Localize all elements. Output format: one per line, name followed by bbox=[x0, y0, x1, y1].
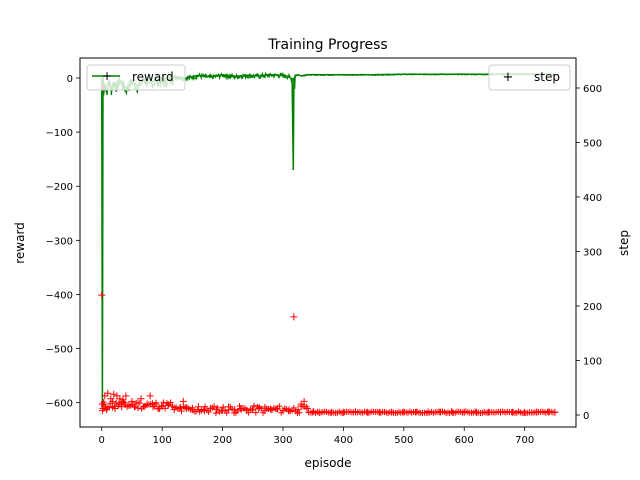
step-point-band bbox=[249, 406, 256, 413]
right-y-tick-label: 500 bbox=[583, 138, 602, 149]
step-point-band bbox=[153, 399, 160, 406]
step-point-band bbox=[260, 409, 267, 416]
left-y-tick-label: −600 bbox=[46, 399, 73, 410]
step-point bbox=[122, 392, 130, 400]
x-tick-label: 500 bbox=[394, 435, 413, 446]
left-y-tick-label: −300 bbox=[46, 236, 73, 247]
x-axis-label: episode bbox=[305, 456, 352, 470]
step-point-band bbox=[178, 408, 185, 415]
step-point-band bbox=[251, 402, 257, 409]
plot-frame bbox=[79, 57, 577, 428]
right-y-tick-label: 0 bbox=[583, 411, 589, 422]
right-y-tick-label: 600 bbox=[583, 84, 602, 95]
step-point-band bbox=[136, 400, 143, 407]
step-point bbox=[290, 313, 298, 321]
step-point-band bbox=[162, 405, 169, 412]
step-point-band bbox=[158, 402, 165, 409]
legend-reward-marker: + bbox=[102, 69, 112, 83]
x-axis: 0 100 200 300 400 500 600 700 bbox=[99, 427, 534, 446]
legend-step: + step bbox=[488, 64, 571, 91]
left-y-tick-label: −500 bbox=[46, 345, 73, 356]
x-tick-label: 600 bbox=[455, 435, 474, 446]
step-point bbox=[137, 395, 145, 403]
step-point-band bbox=[205, 409, 212, 415]
step-point bbox=[109, 397, 117, 405]
step-point-band bbox=[234, 408, 241, 414]
step-point-band bbox=[236, 403, 243, 409]
step-point-band bbox=[151, 403, 158, 410]
step-point-band bbox=[276, 403, 283, 410]
step-point-band bbox=[100, 399, 107, 406]
step-point-band bbox=[131, 404, 138, 411]
right-y-tick-label: 100 bbox=[583, 357, 602, 368]
legend-reward-label: reward bbox=[132, 70, 174, 84]
legend-reward: + reward bbox=[86, 64, 186, 91]
x-tick-label: 0 bbox=[99, 435, 105, 446]
left-y-axis-label: reward bbox=[13, 222, 27, 264]
x-tick-label: 300 bbox=[273, 435, 292, 446]
step-point-band bbox=[113, 399, 120, 406]
step-point-band bbox=[290, 404, 297, 411]
step-point-band bbox=[202, 403, 209, 410]
step-point bbox=[213, 406, 220, 414]
left-y-tick-label: 0 bbox=[67, 74, 73, 85]
right-y-axis: 0 100 200 300 400 500 600 bbox=[576, 84, 602, 422]
step-point bbox=[110, 390, 118, 398]
left-y-tick-label: −400 bbox=[46, 290, 73, 301]
right-y-tick-label: 300 bbox=[583, 247, 602, 258]
step-point bbox=[146, 392, 154, 400]
step-point-band bbox=[245, 409, 252, 416]
step-point-band bbox=[160, 399, 167, 406]
legend-step-marker: + bbox=[503, 70, 514, 85]
step-point-band bbox=[212, 410, 219, 417]
x-tick-label: 700 bbox=[515, 435, 534, 446]
step-point-band bbox=[258, 405, 265, 412]
left-y-tick-label: −200 bbox=[46, 182, 73, 193]
chart-title: Training Progress bbox=[267, 37, 387, 53]
step-point-band bbox=[107, 400, 114, 407]
x-tick-label: 200 bbox=[213, 435, 232, 446]
step-point-band bbox=[120, 398, 127, 405]
step-point-band bbox=[296, 409, 303, 416]
step-point bbox=[104, 389, 112, 397]
step-point-band bbox=[189, 404, 196, 411]
step-point bbox=[98, 291, 106, 299]
step-point-band bbox=[229, 406, 236, 412]
x-tick-label: 100 bbox=[153, 435, 172, 446]
legend-step-label: step bbox=[534, 70, 560, 84]
right-y-axis-label: step bbox=[617, 230, 631, 256]
step-point bbox=[300, 397, 308, 405]
step-point bbox=[116, 395, 124, 403]
right-y-tick-label: 400 bbox=[583, 193, 602, 204]
left-y-tick-label: −100 bbox=[46, 128, 73, 139]
x-tick-label: 400 bbox=[334, 435, 353, 446]
right-y-tick-label: 200 bbox=[583, 302, 602, 313]
left-y-axis: 0 −100 −200 −300 −400 −500 −600 bbox=[46, 74, 80, 410]
step-point bbox=[128, 397, 136, 405]
step-point-band bbox=[220, 404, 227, 411]
step-point-band bbox=[252, 409, 259, 416]
step-point-band bbox=[303, 403, 310, 410]
step-point-band bbox=[551, 409, 558, 416]
step-point-band bbox=[211, 403, 218, 410]
step-point-band bbox=[214, 404, 221, 411]
step-point-band bbox=[135, 405, 141, 412]
step-point-band bbox=[167, 399, 174, 406]
